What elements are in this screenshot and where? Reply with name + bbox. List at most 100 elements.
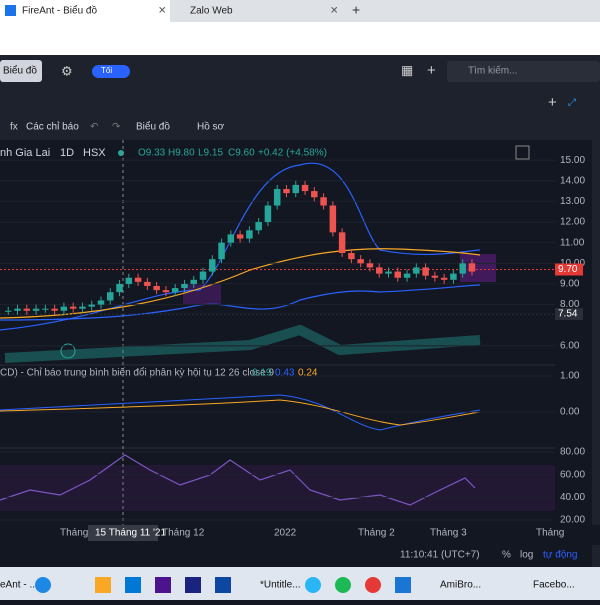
candle [468, 263, 476, 272]
volume-area [4, 324, 481, 363]
candle [181, 283, 188, 289]
exchange: HSX [83, 147, 106, 159]
candle [264, 205, 272, 223]
macd-line [0, 394, 481, 431]
clock: 11:10:41 (UTC+7) [400, 550, 480, 561]
candle [153, 286, 160, 291]
task[interactable]: AmiBro... [440, 580, 481, 591]
candle [116, 283, 123, 293]
candle [125, 277, 133, 284]
app-icon[interactable] [155, 577, 171, 593]
task[interactable]: Facebo... [533, 580, 575, 591]
search-box[interactable] [447, 61, 600, 82]
tab-close[interactable]: ✕ [158, 6, 166, 17]
settings-icon[interactable]: ⚙ [61, 63, 73, 78]
candle [97, 300, 105, 305]
candle [69, 306, 77, 309]
ohlc: C9.60 [228, 148, 255, 159]
candle [60, 306, 68, 311]
candle [227, 234, 235, 243]
app-icon[interactable] [215, 577, 231, 593]
redo[interactable]: ↷ [112, 122, 121, 133]
fx-icon: fx [10, 122, 18, 133]
candle [51, 308, 58, 311]
y-tick-label: 80.00 [560, 447, 585, 458]
ohlc: H9.80 [168, 148, 195, 159]
search-placeholder: Tìm kiếm... [468, 65, 517, 77]
undo[interactable]: ↶ [90, 122, 98, 133]
candle [218, 242, 225, 260]
y-tick-label: 14.00 [560, 175, 585, 186]
auto-toggle[interactable]: tự động [543, 550, 578, 561]
candle [329, 205, 337, 233]
candle [283, 189, 290, 194]
chart-menu[interactable]: Biểu đồ [136, 121, 170, 133]
app-icon[interactable] [365, 577, 381, 593]
theme-toggle[interactable] [92, 65, 130, 78]
event-marker[interactable] [60, 343, 76, 359]
candle [431, 275, 439, 278]
tab-close[interactable]: ✕ [330, 6, 338, 17]
chart-button[interactable] [0, 60, 42, 82]
y-tick-label: 15.00 [560, 155, 585, 166]
tab-title[interactable]: Zalo Web [190, 6, 233, 17]
macd-title: CD) - Chỉ báo trung bình biến đổi phân k… [0, 367, 274, 379]
macd-value: 0.43 [275, 368, 295, 379]
sidebar [592, 88, 600, 568]
time-label: 15 Tháng 11 '21 [95, 528, 166, 539]
tab-active[interactable] [0, 0, 170, 22]
ohlc: L9.15 [198, 148, 223, 159]
ohlc: O9.33 [138, 148, 166, 159]
ma-line [0, 248, 481, 319]
candle [190, 279, 197, 284]
candle [422, 267, 429, 276]
price-tag-label: 9.70 [558, 264, 578, 275]
profile-menu[interactable]: Hồ sơ [197, 121, 225, 133]
app-icon[interactable] [125, 577, 141, 593]
tab-icon [5, 5, 16, 16]
y-tick-label: 12.00 [560, 217, 585, 228]
candle [42, 308, 49, 310]
candle [23, 308, 31, 311]
indicators[interactable]: Các chỉ báo [26, 121, 79, 133]
app-icon[interactable] [35, 577, 51, 593]
app-icon[interactable] [185, 577, 201, 593]
ohlc: +0.42 (+4.58%) [258, 148, 327, 159]
log-toggle[interactable]: log [520, 550, 533, 561]
app-icon[interactable] [395, 577, 411, 593]
candle [209, 259, 216, 272]
candle [171, 288, 179, 293]
expand[interactable]: ⤢ [568, 98, 576, 109]
zone [183, 284, 221, 304]
candle [199, 271, 207, 280]
candle [134, 277, 142, 282]
task[interactable]: eAnt - ... [0, 580, 38, 591]
task[interactable]: *Untitle... [260, 580, 301, 591]
macd-value: 0.19 [252, 368, 272, 379]
app-icon[interactable] [335, 577, 351, 593]
percent-toggle[interactable]: % [502, 550, 511, 561]
new-tab[interactable]: + [352, 2, 360, 18]
price-tag [555, 308, 583, 321]
y-tick-label: 8.00 [560, 299, 580, 310]
time-label: Tháng 2 [358, 528, 395, 539]
candle [348, 252, 355, 260]
add-pane[interactable]: + [548, 94, 557, 111]
time-label: Tháng 3 [430, 528, 467, 539]
time-label: 2022 [274, 528, 297, 539]
app-icon[interactable] [95, 577, 111, 593]
candle [450, 273, 457, 280]
add-icon[interactable]: + [427, 62, 436, 79]
app-icon[interactable] [305, 577, 321, 593]
time-label: Tháng 12 [162, 528, 205, 539]
candle [440, 277, 448, 280]
collapse[interactable] [515, 145, 530, 160]
candle [459, 263, 466, 274]
grid-icon[interactable]: ▦ [401, 62, 413, 77]
candle [292, 184, 300, 194]
candle [5, 310, 12, 312]
candle [79, 306, 86, 309]
interval: 1D [60, 147, 74, 159]
candle [357, 259, 364, 264]
